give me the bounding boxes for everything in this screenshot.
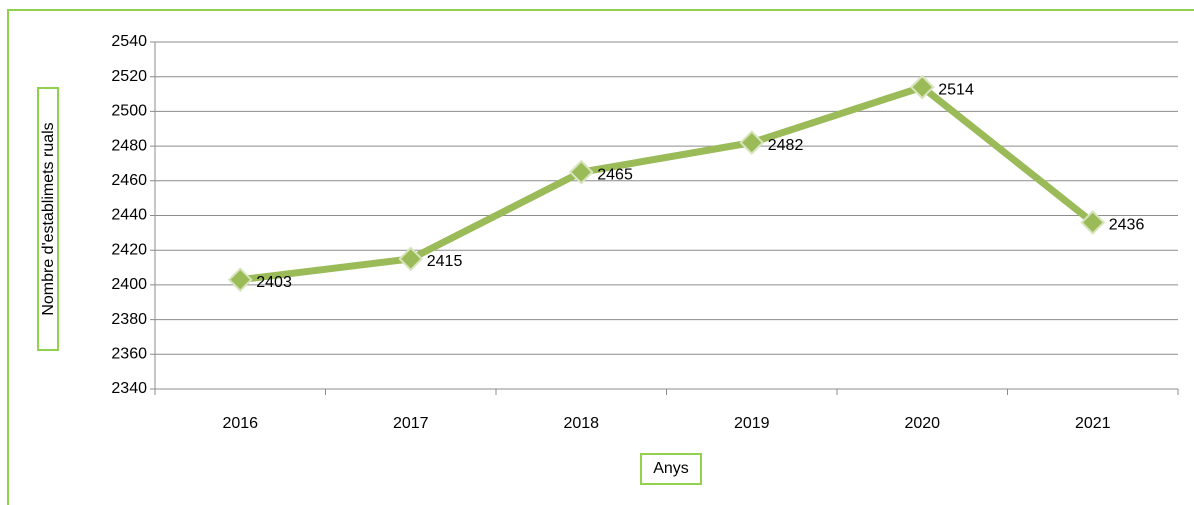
x-tick-label: 2017 xyxy=(393,415,429,432)
y-tick-label: 2460 xyxy=(111,172,147,189)
marker xyxy=(568,159,594,185)
y-tick-label: 2340 xyxy=(111,380,147,397)
x-tick-label: 2019 xyxy=(734,415,770,432)
y-tick-label: 2520 xyxy=(111,68,147,85)
data-label: 2465 xyxy=(597,166,633,183)
y-tick-label: 2380 xyxy=(111,311,147,328)
marker xyxy=(909,74,935,100)
marker xyxy=(398,246,424,272)
data-label: 2514 xyxy=(938,81,974,98)
chart-frame xyxy=(7,9,1194,505)
data-label: 2415 xyxy=(427,253,463,270)
x-tick-label: 2021 xyxy=(1075,415,1111,432)
x-tick-label: 2016 xyxy=(222,415,258,432)
data-label: 2403 xyxy=(256,274,292,291)
y-tick-label: 2360 xyxy=(111,346,147,363)
marker xyxy=(1080,210,1106,235)
x-tick-label: 2020 xyxy=(904,415,940,432)
data-label: 2436 xyxy=(1109,217,1145,234)
y-title-box xyxy=(37,87,59,351)
y-tick-label: 2540 xyxy=(111,33,147,50)
marker xyxy=(227,267,253,293)
y-tick-label: 2420 xyxy=(111,241,147,258)
y-tick-label: 2480 xyxy=(111,137,147,154)
y-tick-label: 2440 xyxy=(111,207,147,224)
marker xyxy=(739,130,765,156)
x-axis-title: Anys xyxy=(653,460,689,477)
series-line xyxy=(239,83,1095,284)
y-tick-label: 2500 xyxy=(111,103,147,120)
x-tick-label: 2018 xyxy=(563,415,599,432)
data-label: 2482 xyxy=(768,137,804,154)
x-title-box xyxy=(640,453,702,485)
y-axis-title: Nombre d'establimets ruals xyxy=(40,122,57,315)
y-tick-label: 2400 xyxy=(111,276,147,293)
